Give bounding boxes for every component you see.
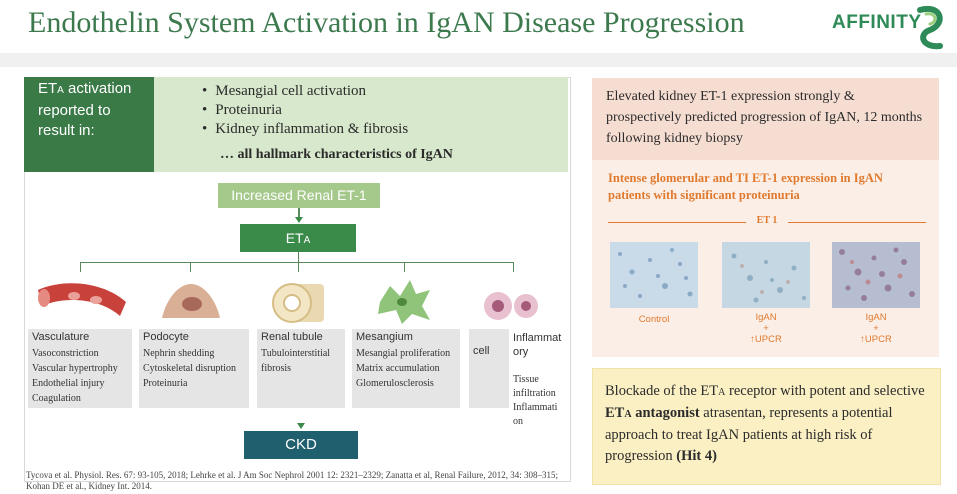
et1-prediction-text: Elevated kidney ET-1 expression strongly…	[606, 89, 923, 146]
eta-activation-box: ETA activation reported to result in:	[24, 77, 154, 172]
category-mesangium: Mesangium Mesangial proliferation Matrix…	[352, 329, 460, 408]
hallmark-text: … all hallmark characteristics of IgAN	[220, 147, 453, 162]
igan-micrograph-image-2	[832, 242, 920, 308]
logo-swirl-icon	[917, 5, 943, 50]
logo-text: AFFINITY	[832, 12, 922, 33]
igan-label-2: IgAN + ↑UPCR	[860, 312, 892, 345]
effect-item: Mesangial cell activation	[202, 82, 408, 101]
connector-line	[298, 208, 300, 218]
renal-tubule-icon	[272, 283, 324, 323]
blood-vessel-icon	[38, 283, 126, 316]
blockade-box: Blockade of the ETA receptor with potent…	[592, 368, 941, 485]
connector-line	[80, 262, 513, 263]
connector-line	[298, 262, 299, 272]
control-label: Control	[638, 314, 670, 325]
header-divider-bar	[0, 53, 957, 67]
et1-expression-heading: Intense glomerular and TI ET-1 expressio…	[608, 171, 883, 202]
inflammatory-cell-icon	[484, 292, 538, 320]
eta-effects-list: Mesangial cell activation Proteinuria Ki…	[202, 82, 408, 139]
connector-line	[404, 262, 405, 272]
references-text: Tycova et al. Physiol. Res. 67: 93-105, …	[26, 470, 559, 491]
category-inflammatory: Inflammat ory Tissue infiltration Inflam…	[513, 329, 565, 429]
connector-line	[190, 262, 191, 272]
increased-renal-et1-box: Increased Renal ET-1	[218, 183, 380, 208]
page-title: Endothelin System Activation in IgAN Dis…	[28, 6, 745, 39]
eta-receptor-box: ETA	[240, 224, 356, 252]
blockade-text: Blockade of the ETA receptor with potent…	[605, 383, 925, 464]
control-micrograph-image	[610, 242, 698, 308]
category-podocyte: Podocyte Nephrin shedding Cytoskeletal d…	[139, 329, 249, 408]
connector-line	[513, 262, 514, 272]
connector-line	[80, 262, 81, 272]
arrow-down-icon	[295, 217, 303, 223]
arrow-down-icon	[297, 423, 305, 429]
et1-prediction-box: Elevated kidney ET-1 expression strongly…	[592, 78, 939, 160]
connector-line	[298, 252, 299, 262]
eta-effects-box: Mesangial cell activation Proteinuria Ki…	[154, 77, 568, 172]
affinity-logo: AFFINITY	[828, 2, 948, 52]
igan-label-1: IgAN + ↑UPCR	[750, 312, 782, 345]
category-vasculature: Vasculature Vasoconstriction Vascular hy…	[28, 329, 132, 408]
podocyte-icon	[162, 284, 220, 318]
category-cell: cell	[469, 329, 509, 408]
mesangium-icon	[378, 280, 430, 324]
eta-activation-label: ETA activation reported to result in:	[38, 80, 132, 139]
category-renal-tubule: Renal tubule Tubulointerstitial fibrosis	[257, 329, 345, 408]
et1-expression-box: Intense glomerular and TI ET-1 expressio…	[592, 160, 939, 357]
igan-micrograph-image-1	[722, 242, 810, 308]
ckd-box: CKD	[244, 431, 358, 459]
et1-divider: ET 1	[608, 215, 926, 229]
effect-item: Proteinuria	[202, 101, 408, 120]
effect-item: Kidney inflammation & fibrosis	[202, 120, 408, 139]
